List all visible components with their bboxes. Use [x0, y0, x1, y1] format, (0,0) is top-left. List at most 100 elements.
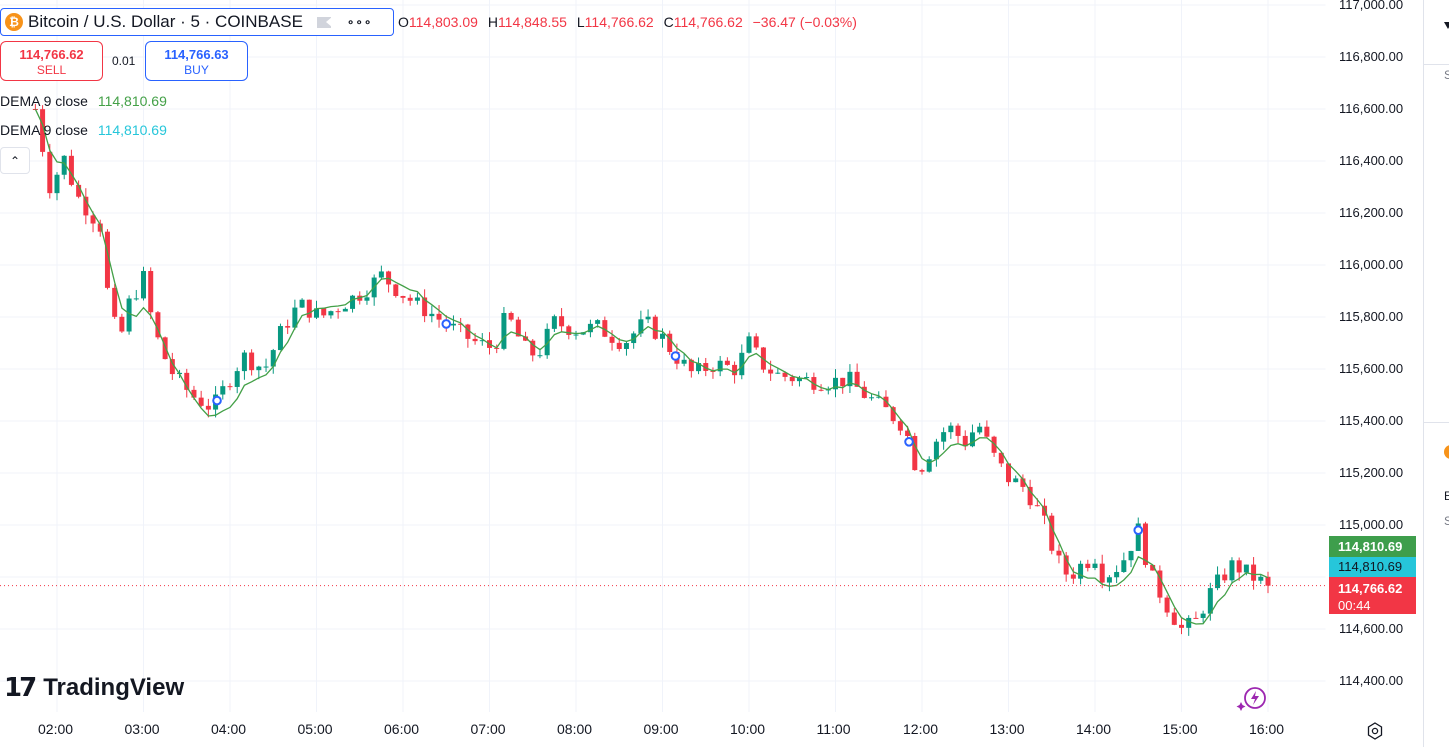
signal-marker — [670, 351, 681, 361]
candle-up — [696, 363, 702, 372]
candle-down — [227, 386, 233, 388]
candle-up — [1258, 576, 1264, 581]
time-axis-label: 13:00 — [989, 721, 1025, 737]
candle-up — [299, 299, 305, 308]
candle-down — [306, 299, 312, 318]
last-price-badge: 114,766.62 00:44 — [1329, 577, 1416, 614]
price-axis-label: 115,800.00 — [1339, 309, 1404, 324]
candle-up — [1092, 563, 1098, 568]
candle-down — [688, 359, 694, 372]
candle-down — [912, 436, 918, 471]
candle-up — [645, 316, 651, 320]
candle-down — [991, 436, 997, 453]
symbol-title[interactable]: Bitcoin / U.S. Dollar · 5 · COINBASE — [28, 12, 303, 31]
candle-down — [104, 231, 110, 288]
candle-up — [256, 366, 262, 371]
candle-up — [926, 459, 932, 472]
candle-down — [1027, 486, 1033, 506]
low-label: L — [576, 14, 585, 30]
candle-down — [97, 223, 103, 232]
flag-icon[interactable] — [316, 16, 332, 28]
candle-down — [1193, 617, 1199, 619]
candle-down — [789, 376, 795, 382]
candle-up — [573, 334, 579, 336]
indicator-legend-1[interactable]: DEMA 9 close 114,810.69 — [0, 93, 167, 109]
candle-up — [342, 308, 348, 312]
candle-down — [508, 312, 514, 320]
candle-down — [472, 338, 478, 342]
sparkle-icon[interactable] — [1236, 685, 1266, 711]
sell-label: SELL — [36, 63, 67, 77]
sell-button[interactable]: 114,766.62 SELL — [0, 41, 103, 81]
time-axis-label: 16:00 — [1249, 721, 1285, 737]
right-side-panel[interactable]: S E S — [1423, 0, 1449, 747]
price-axis-label: 116,800.00 — [1339, 49, 1404, 64]
candle-down — [1265, 576, 1271, 586]
candle-down — [1056, 550, 1062, 556]
tradingview-logo-mark: 17 — [4, 673, 37, 703]
candle-down — [400, 295, 406, 298]
candle-up — [263, 366, 269, 368]
sell-price: 114,766.62 — [19, 47, 84, 62]
candle-up — [833, 377, 838, 390]
grid-lines — [0, 0, 1326, 712]
time-axis-label: 06:00 — [384, 721, 420, 737]
candle-up — [681, 359, 687, 364]
candle-up — [292, 307, 298, 328]
collapse-legend-button[interactable]: ⌃ — [0, 147, 30, 174]
candle-up — [595, 320, 601, 324]
dropdown-arrow-icon[interactable] — [1444, 22, 1449, 29]
buy-button[interactable]: 114,766.63 BUY — [145, 41, 248, 81]
candle-up — [1229, 560, 1235, 581]
dema-line — [34, 108, 1269, 625]
candle-up — [1114, 571, 1120, 578]
candle-up — [350, 295, 356, 309]
candle-down — [458, 323, 464, 325]
time-axis-label: 04:00 — [211, 721, 247, 737]
candle-down — [602, 320, 608, 337]
settings-icon[interactable] — [1366, 722, 1384, 740]
candle-up — [1121, 560, 1127, 572]
time-axis-label: 11:00 — [816, 721, 851, 737]
candle-up — [126, 298, 132, 332]
candle-down — [861, 386, 867, 398]
candle-down — [47, 151, 53, 194]
last-price-value: 114,766.62 — [1338, 581, 1403, 596]
candle-down — [1070, 574, 1076, 579]
indicator-value: 114,810.69 — [97, 93, 167, 109]
symbol-header[interactable]: ₿ Bitcoin / U.S. Dollar · 5 · COINBASE ∘… — [0, 8, 394, 36]
tradingview-logo[interactable]: 17 TradingView — [4, 673, 184, 703]
candle-down — [897, 421, 903, 431]
more-options-icon[interactable]: ∘∘∘ — [346, 15, 373, 29]
indicator-name: DEMA — [0, 93, 40, 109]
candle-up — [133, 298, 139, 300]
price-axis-label: 116,400.00 — [1339, 153, 1404, 168]
price-axis-label: 115,200.00 — [1339, 465, 1404, 480]
candle-up — [234, 371, 240, 387]
candle-down — [321, 308, 327, 316]
candle-up — [241, 352, 247, 372]
candle-up — [1106, 577, 1112, 583]
candle-up — [429, 313, 435, 317]
price-axis-label: 115,400.00 — [1339, 413, 1404, 428]
candle-down — [184, 372, 190, 390]
bitcoin-icon — [1444, 445, 1449, 459]
candle-down — [1142, 523, 1148, 565]
candle-up — [804, 377, 810, 379]
candle-up — [631, 333, 637, 344]
buy-price: 114,766.63 — [164, 47, 229, 62]
indicator-params: 9 close — [43, 122, 88, 138]
signal-markers — [212, 319, 1144, 536]
candle-down — [919, 470, 925, 472]
candle-up — [220, 386, 226, 395]
candle-down — [753, 336, 759, 348]
indicator-legend-2[interactable]: DEMA 9 close 114,810.69 — [0, 122, 167, 138]
candle-down — [155, 312, 161, 338]
candle-up — [414, 297, 420, 301]
indicator-name: DEMA — [0, 122, 40, 138]
candles — [32, 103, 1271, 636]
candle-up — [277, 326, 283, 351]
time-axis-label: 14:00 — [1076, 721, 1112, 737]
candle-down — [465, 324, 471, 339]
